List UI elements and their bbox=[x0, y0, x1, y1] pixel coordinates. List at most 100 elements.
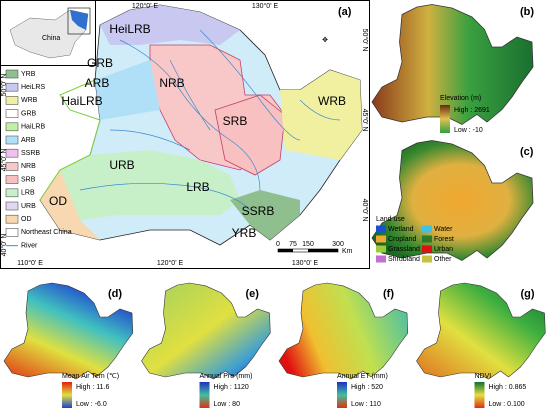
basin-label: OD bbox=[49, 194, 67, 208]
legend-swatch bbox=[422, 255, 432, 263]
legend-high: High : 1120 bbox=[214, 384, 249, 391]
arb bbox=[95, 60, 160, 120]
legend-label: WRB bbox=[21, 97, 38, 104]
legend-swatch bbox=[5, 148, 19, 158]
coord-label: 130°0' E bbox=[292, 259, 319, 267]
coord-label: 45°0' N bbox=[0, 149, 8, 172]
legend-low: Low : 80 bbox=[214, 401, 241, 408]
legend-swatch bbox=[376, 225, 386, 233]
legend-swatch bbox=[5, 96, 19, 105]
legend-label: HeiLRS bbox=[21, 84, 45, 91]
legend-ramp bbox=[474, 382, 485, 408]
legend-swatch bbox=[5, 69, 19, 79]
legend-label: YRB bbox=[21, 71, 36, 78]
panel-b: (b) Elevation (m) High : 2691 Low : -10 bbox=[371, 4, 534, 134]
legend-label: Grassland bbox=[388, 246, 420, 253]
legend-label: NRB bbox=[21, 163, 36, 170]
legend-label: OD bbox=[21, 216, 32, 223]
wrb bbox=[280, 70, 362, 160]
scale-tick: 0 bbox=[276, 241, 280, 248]
coord-label: 50°0' N bbox=[361, 29, 369, 52]
legend-label: HaiLRB bbox=[21, 124, 45, 131]
scale-tick: 150 bbox=[302, 241, 314, 248]
panel-label: (b) bbox=[520, 6, 534, 18]
legend-swatch bbox=[5, 109, 19, 118]
coord-label: 50°0' N bbox=[0, 74, 8, 97]
od bbox=[40, 170, 100, 240]
yrb bbox=[230, 190, 300, 240]
legend-swatch bbox=[5, 188, 19, 198]
scale-unit: Km bbox=[342, 248, 353, 255]
legend-swatch bbox=[5, 214, 19, 224]
legend-swatch bbox=[422, 235, 432, 243]
legend-label: Wetland bbox=[388, 226, 414, 233]
basin-label: NRB bbox=[159, 76, 184, 90]
scale-bar bbox=[278, 249, 293, 252]
legend-title: NDVI bbox=[475, 373, 492, 380]
legend-low: Low : 0.100 bbox=[489, 401, 525, 408]
bottom-panels: (d) Mean Air Tem (℃) High : 11.6 Low : -6.0… bbox=[3, 282, 546, 408]
inset-label: China bbox=[42, 35, 60, 42]
legend-label: Cropland bbox=[388, 236, 417, 243]
coord-label: 120°0' E bbox=[157, 259, 184, 267]
legend-swatch bbox=[5, 175, 19, 184]
china bbox=[9, 9, 89, 59]
panel-label: (e) bbox=[246, 288, 260, 300]
legend-swatch bbox=[376, 245, 386, 253]
lrb bbox=[60, 150, 240, 220]
legend-label: Northeast China bbox=[21, 229, 72, 236]
legend-label: Urban bbox=[434, 246, 453, 253]
coord-label: 45°0' N bbox=[361, 109, 369, 132]
legend-title: Land use bbox=[376, 216, 405, 223]
legend-label: ARB bbox=[21, 137, 36, 144]
legend-label: GRB bbox=[21, 110, 37, 117]
coord-label: 120°0' E bbox=[132, 2, 159, 10]
basin-label: ARB bbox=[85, 76, 110, 90]
legend-low: Low : -10 bbox=[454, 127, 483, 134]
legend-high: High : 520 bbox=[351, 384, 383, 391]
legend-high: High : 11.6 bbox=[76, 384, 109, 391]
elevation-map bbox=[371, 4, 534, 125]
legend-ramp bbox=[62, 382, 72, 408]
legend-label: Water bbox=[434, 226, 453, 233]
srb bbox=[214, 94, 286, 176]
legend-ramp bbox=[440, 105, 450, 133]
legend-label: River bbox=[21, 242, 38, 249]
basin-label: SRB bbox=[223, 114, 248, 128]
legend-label: Forest bbox=[434, 236, 454, 243]
legend-high: High : 2691 bbox=[454, 107, 490, 114]
legend-swatch bbox=[376, 255, 386, 263]
inset-box bbox=[67, 7, 91, 35]
legend-title: Elevation (m) bbox=[440, 95, 481, 102]
compass: ✥ bbox=[322, 36, 328, 44]
inset-highlight bbox=[70, 10, 88, 30]
coord-label: 110°0' E bbox=[17, 259, 43, 267]
panel-a-dynamic: 120°0' E 130°0' E 110°0' E 120°0' E 130°0' E… bbox=[0, 2, 369, 267]
legend-label: Shrubland bbox=[388, 256, 420, 263]
basin-label: WRB bbox=[318, 94, 346, 108]
legend-low: Low : 110 bbox=[351, 401, 381, 408]
legend-title: Annual Pre (mm) bbox=[200, 373, 253, 380]
legend-swatch bbox=[422, 225, 432, 233]
legend-title: Annual ET (mm) bbox=[337, 373, 388, 380]
legend-swatch bbox=[5, 82, 19, 92]
basin-label: GRB bbox=[87, 56, 113, 70]
hailrb bbox=[39, 79, 101, 201]
scale-tick: 300 bbox=[332, 241, 344, 248]
legend-ramp bbox=[337, 382, 347, 408]
legend-label: URB bbox=[21, 203, 36, 210]
basin-label: LRB bbox=[186, 180, 209, 194]
legend-label: SRB bbox=[21, 176, 36, 183]
panel-label: (a) bbox=[338, 6, 352, 18]
legend-label: SSRB bbox=[21, 150, 40, 157]
panel-label: (c) bbox=[520, 146, 534, 158]
coord-label: 40°0' N bbox=[361, 199, 369, 222]
panel-c: (c) Land use bbox=[371, 140, 534, 261]
basin-label: YRB bbox=[232, 226, 257, 240]
legend-low: Low : -6.0 bbox=[76, 401, 107, 408]
legend-label: Other bbox=[434, 256, 452, 263]
basin-label: HeiLRB bbox=[109, 22, 150, 36]
rivers bbox=[79, 29, 341, 211]
coord-label: 40°0' N bbox=[0, 234, 8, 257]
